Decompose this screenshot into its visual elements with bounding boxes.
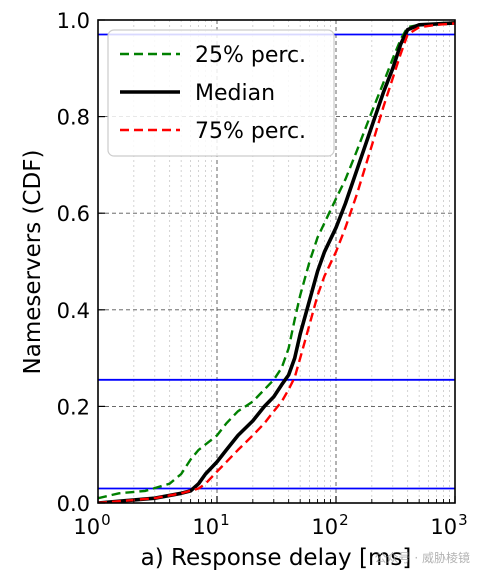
x-tick-label: 102 bbox=[311, 511, 348, 539]
y-tick-label: 0.8 bbox=[57, 106, 90, 130]
legend-label: Median bbox=[195, 81, 275, 106]
x-tick-label: 103 bbox=[430, 511, 467, 539]
legend-label: 25% perc. bbox=[195, 43, 306, 68]
series-line bbox=[98, 22, 455, 503]
y-tick-label: 1.0 bbox=[57, 9, 90, 33]
y-axis-label: Nameservers (CDF) bbox=[20, 150, 46, 375]
y-tick-label: 0.4 bbox=[57, 299, 90, 323]
series-line bbox=[98, 21, 455, 500]
legend-label: 75% perc. bbox=[195, 119, 306, 144]
legend-box bbox=[107, 29, 335, 157]
y-tick-label: 0.0 bbox=[57, 492, 90, 516]
x-axis-label: a) Response delay [ms] bbox=[141, 545, 412, 571]
watermark: 公众号 · 威胁棱镜 bbox=[374, 551, 470, 565]
y-tick-label: 0.2 bbox=[57, 395, 90, 419]
x-tick-label: 101 bbox=[192, 511, 229, 539]
series-line bbox=[98, 21, 455, 503]
legend: 25% perc. Median 75% perc. bbox=[107, 29, 335, 157]
series-lines bbox=[98, 21, 455, 503]
plot-frame bbox=[97, 19, 456, 504]
y-tick-label: 0.6 bbox=[57, 202, 90, 226]
